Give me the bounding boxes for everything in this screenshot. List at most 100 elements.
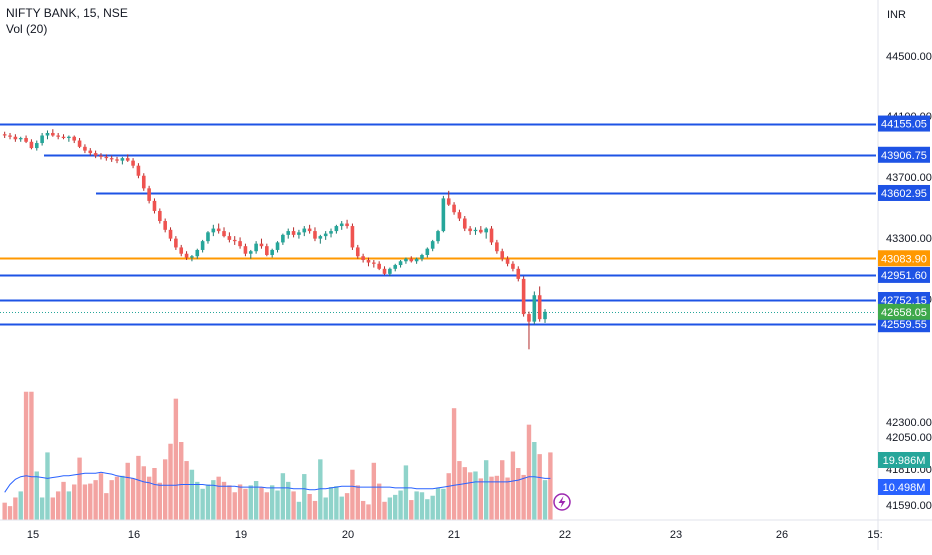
candle-body xyxy=(158,210,162,222)
volume-bar xyxy=(93,480,98,520)
candle-body xyxy=(430,241,435,249)
candle-body xyxy=(99,155,103,157)
candle-body xyxy=(67,136,71,139)
volume-badge-bg xyxy=(878,452,930,468)
candle-body xyxy=(441,198,446,232)
volume-bar xyxy=(467,472,473,520)
volume-bars xyxy=(2,391,553,520)
candle-body xyxy=(238,241,242,247)
candle-body xyxy=(511,263,515,269)
volume-bar xyxy=(141,466,146,520)
volume-ma-line xyxy=(4,471,551,493)
price-tick-label: 44500.00 xyxy=(886,51,932,63)
volume-badge-bg xyxy=(878,479,930,495)
volume-bar xyxy=(227,485,232,520)
candle-body xyxy=(339,223,344,227)
candle-body xyxy=(216,228,221,232)
time-tick-label: 19 xyxy=(235,529,247,541)
candle-body xyxy=(115,159,119,161)
price-tick-label: 43300.00 xyxy=(886,233,932,245)
volume-bar xyxy=(120,475,125,520)
volume-bar xyxy=(334,486,339,520)
volume-bar xyxy=(29,391,34,520)
candle-body xyxy=(24,138,28,142)
candle-body xyxy=(195,249,200,257)
volume-bar xyxy=(211,480,216,520)
volume-bar xyxy=(18,491,23,520)
candle-body xyxy=(543,311,547,320)
volume-bar xyxy=(216,476,221,520)
candle-body xyxy=(452,204,456,213)
volume-bar xyxy=(344,493,350,520)
volume-bar xyxy=(72,484,77,520)
volume-bar xyxy=(350,469,355,520)
last-price-badge: 42658.05 xyxy=(881,307,927,319)
volume-bar xyxy=(366,504,371,520)
volume-bar xyxy=(55,491,61,520)
volume-bar xyxy=(393,494,398,520)
candle-body xyxy=(457,212,462,219)
price-tick-label: 43700.00 xyxy=(886,172,932,184)
last-price-badge-bg xyxy=(878,303,930,320)
volume-bar xyxy=(312,500,318,520)
volume-bar xyxy=(521,474,526,520)
level-badge: 42559.55 xyxy=(881,319,927,331)
volume-bar xyxy=(23,391,29,520)
candle-body xyxy=(93,153,98,156)
candle-body xyxy=(404,258,408,262)
candle-body xyxy=(409,258,414,262)
candle-body xyxy=(398,261,403,266)
volume-bar xyxy=(205,484,211,520)
volume-bar xyxy=(371,462,377,520)
candle-body xyxy=(345,223,349,227)
volume-bar xyxy=(425,499,430,520)
level-badge-bg xyxy=(878,250,930,267)
candle-body xyxy=(174,238,178,248)
volume-bar xyxy=(296,501,302,520)
volume-bar xyxy=(259,487,264,520)
level-badge: 42951.60 xyxy=(881,270,927,282)
candle-body xyxy=(83,146,87,151)
candle-body xyxy=(77,140,82,147)
candle-body xyxy=(334,226,339,232)
volume-legend[interactable]: Vol (20) xyxy=(6,22,48,36)
volume-bar xyxy=(430,495,435,520)
volume-bar xyxy=(157,482,163,520)
candle-body xyxy=(329,231,333,234)
candle-body xyxy=(361,256,365,261)
time-tick-label: 21 xyxy=(448,529,460,541)
candle-body xyxy=(393,265,398,269)
time-tick-label: 22 xyxy=(559,529,571,541)
candle-body xyxy=(366,260,371,263)
candle-body xyxy=(120,158,125,161)
candle-body xyxy=(190,256,194,258)
candle-body xyxy=(350,226,355,248)
candle-body xyxy=(163,221,167,230)
volume-bar xyxy=(66,491,72,520)
volume-bar xyxy=(382,501,387,520)
candle-body xyxy=(537,295,542,320)
candle-body xyxy=(436,231,440,242)
candle-body xyxy=(45,132,50,136)
candle-body xyxy=(291,231,296,235)
symbol-legend[interactable]: NIFTY BANK, 15, NSE xyxy=(6,6,128,20)
price-tick-label: 42050.00 xyxy=(886,432,932,444)
time-tick-label: 20 xyxy=(342,529,354,541)
volume-bar xyxy=(184,461,189,520)
volume-bar xyxy=(323,497,328,520)
horizontal-levels xyxy=(0,123,876,326)
volume-bar xyxy=(505,477,510,520)
volume-bar xyxy=(264,492,270,520)
time-tick-label: 23 xyxy=(670,529,682,541)
lightning-glyph xyxy=(558,496,566,508)
volume-bar xyxy=(548,452,553,520)
candle-body xyxy=(51,132,55,136)
volume-bar xyxy=(473,471,478,520)
volume-bar xyxy=(462,467,467,520)
volume-bar xyxy=(98,473,104,520)
volume-bar xyxy=(200,488,205,520)
volume-bar xyxy=(532,442,537,520)
candle-body xyxy=(527,314,531,322)
